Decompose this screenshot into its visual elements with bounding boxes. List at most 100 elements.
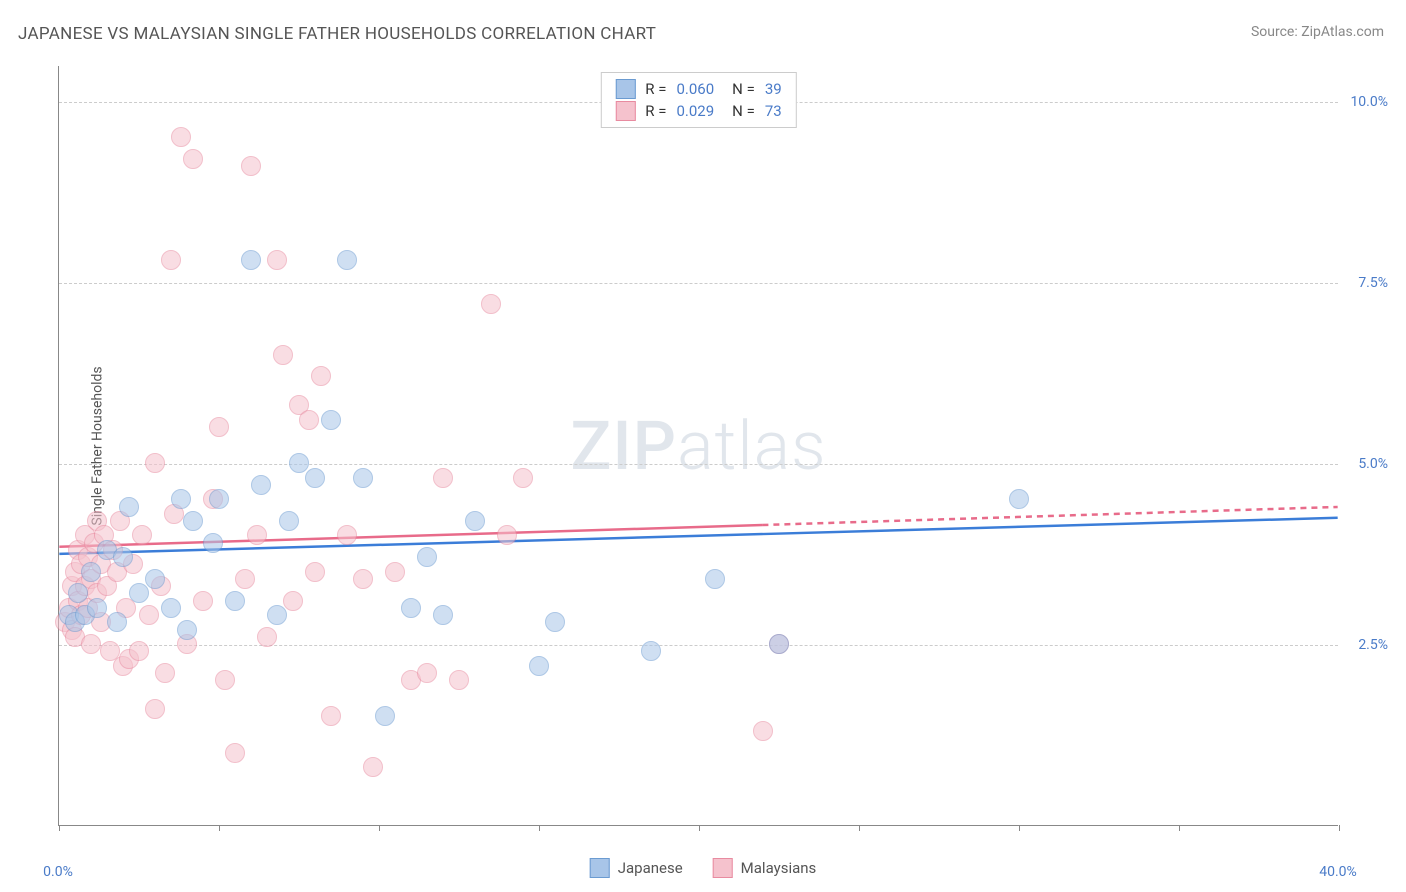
- scatter-point-japanese: [241, 250, 261, 270]
- scatter-point-malaysians: [267, 250, 287, 270]
- trend-line: [762, 507, 1337, 525]
- scatter-point-malaysians: [337, 525, 357, 545]
- scatter-point-malaysians: [209, 417, 229, 437]
- scatter-point-malaysians: [129, 641, 149, 661]
- scatter-point-japanese: [129, 583, 149, 603]
- scatter-point-malaysians: [311, 366, 331, 386]
- legend-n-label: N =: [732, 80, 755, 98]
- scatter-point-malaysians: [247, 525, 267, 545]
- scatter-point-japanese: [337, 250, 357, 270]
- scatter-point-japanese: [68, 583, 88, 603]
- scatter-point-japanese: [529, 656, 549, 676]
- watermark-atlas: atlas: [677, 406, 827, 486]
- scatter-point-malaysians: [215, 670, 235, 690]
- x-tick: [859, 825, 860, 831]
- scatter-point-malaysians: [513, 468, 533, 488]
- scatter-point-japanese: [353, 468, 373, 488]
- chart-plot-area: ZIPatlas R = 0.060 N = 39 R = 0.029 N = …: [58, 66, 1338, 826]
- watermark-zip: ZIP: [570, 406, 677, 486]
- scatter-point-malaysians: [155, 663, 175, 683]
- scatter-point-malaysians: [497, 525, 517, 545]
- scatter-point-japanese: [545, 612, 565, 632]
- scatter-point-malaysians: [305, 562, 325, 582]
- x-tick: [539, 825, 540, 831]
- x-tick: [59, 825, 60, 831]
- scatter-point-japanese: [289, 453, 309, 473]
- scatter-point-malaysians: [353, 569, 373, 589]
- chart-title: JAPANESE VS MALAYSIAN SINGLE FATHER HOUS…: [18, 24, 656, 44]
- y-tick-label: 2.5%: [1358, 637, 1388, 653]
- legend-r-label: R =: [645, 80, 666, 98]
- gridline: [59, 464, 1338, 465]
- scatter-point-japanese: [209, 489, 229, 509]
- scatter-point-malaysians: [145, 699, 165, 719]
- source-prefix: Source:: [1251, 24, 1301, 40]
- scatter-point-japanese: [119, 497, 139, 517]
- legend-r-value: 0.029: [676, 102, 714, 120]
- scatter-point-malaysians: [183, 149, 203, 169]
- x-tick: [1339, 825, 1340, 831]
- scatter-point-japanese: [161, 598, 181, 618]
- scatter-point-japanese: [401, 598, 421, 618]
- scatter-point-malaysians: [363, 757, 383, 777]
- scatter-point-malaysians: [241, 156, 261, 176]
- scatter-point-japanese: [145, 569, 165, 589]
- legend-n-value: 39: [765, 80, 782, 98]
- scatter-point-japanese: [375, 706, 395, 726]
- gridline: [59, 645, 1338, 646]
- scatter-point-japanese: [113, 547, 133, 567]
- source-attribution: Source: ZipAtlas.com: [1251, 24, 1384, 40]
- legend-swatch: [590, 858, 610, 878]
- legend-swatch: [615, 79, 635, 99]
- x-tick-label: 0.0%: [43, 864, 73, 880]
- scatter-point-malaysians: [235, 569, 255, 589]
- legend-correlation-row: R = 0.060 N = 39: [615, 79, 781, 99]
- source-name: ZipAtlas.com: [1301, 24, 1384, 40]
- watermark: ZIPatlas: [570, 406, 826, 486]
- scatter-point-malaysians: [132, 525, 152, 545]
- scatter-point-malaysians: [481, 294, 501, 314]
- scatter-point-japanese: [465, 511, 485, 531]
- x-tick: [219, 825, 220, 831]
- scatter-point-japanese: [705, 569, 725, 589]
- scatter-point-malaysians: [449, 670, 469, 690]
- legend-series-label: Malaysians: [741, 859, 817, 877]
- scatter-point-japanese: [81, 562, 101, 582]
- scatter-point-japanese: [267, 605, 287, 625]
- x-tick: [1179, 825, 1180, 831]
- legend-series: Japanese Malaysians: [590, 858, 817, 878]
- x-tick: [379, 825, 380, 831]
- scatter-point-malaysians: [257, 627, 277, 647]
- scatter-point-malaysians: [753, 721, 773, 741]
- scatter-point-japanese: [225, 591, 245, 611]
- legend-n-label: N =: [732, 102, 755, 120]
- y-tick-label: 5.0%: [1358, 456, 1388, 472]
- scatter-point-japanese: [305, 468, 325, 488]
- scatter-point-japanese: [433, 605, 453, 625]
- trend-line: [59, 525, 762, 547]
- legend-r-value: 0.060: [676, 80, 714, 98]
- scatter-point-japanese: [321, 410, 341, 430]
- legend-series-item: Japanese: [590, 858, 683, 878]
- scatter-point-japanese: [279, 511, 299, 531]
- y-tick-label: 7.5%: [1358, 275, 1388, 291]
- legend-correlation-box: R = 0.060 N = 39 R = 0.029 N = 73: [600, 72, 796, 128]
- x-tick-label: 40.0%: [1319, 864, 1357, 880]
- x-tick: [1019, 825, 1020, 831]
- scatter-point-malaysians: [385, 562, 405, 582]
- scatter-point-japanese: [107, 612, 127, 632]
- legend-swatch: [713, 858, 733, 878]
- scatter-point-malaysians: [145, 453, 165, 473]
- scatter-point-japanese: [417, 547, 437, 567]
- scatter-point-malaysians: [283, 591, 303, 611]
- scatter-point-malaysians: [299, 410, 319, 430]
- legend-swatch: [615, 101, 635, 121]
- legend-r-label: R =: [645, 102, 666, 120]
- scatter-point-malaysians: [139, 605, 159, 625]
- scatter-point-malaysians: [321, 706, 341, 726]
- scatter-point-malaysians: [161, 250, 181, 270]
- y-tick-label: 10.0%: [1350, 94, 1388, 110]
- legend-correlation-row: R = 0.029 N = 73: [615, 101, 781, 121]
- scatter-point-japanese: [1009, 489, 1029, 509]
- scatter-point-japanese: [251, 475, 271, 495]
